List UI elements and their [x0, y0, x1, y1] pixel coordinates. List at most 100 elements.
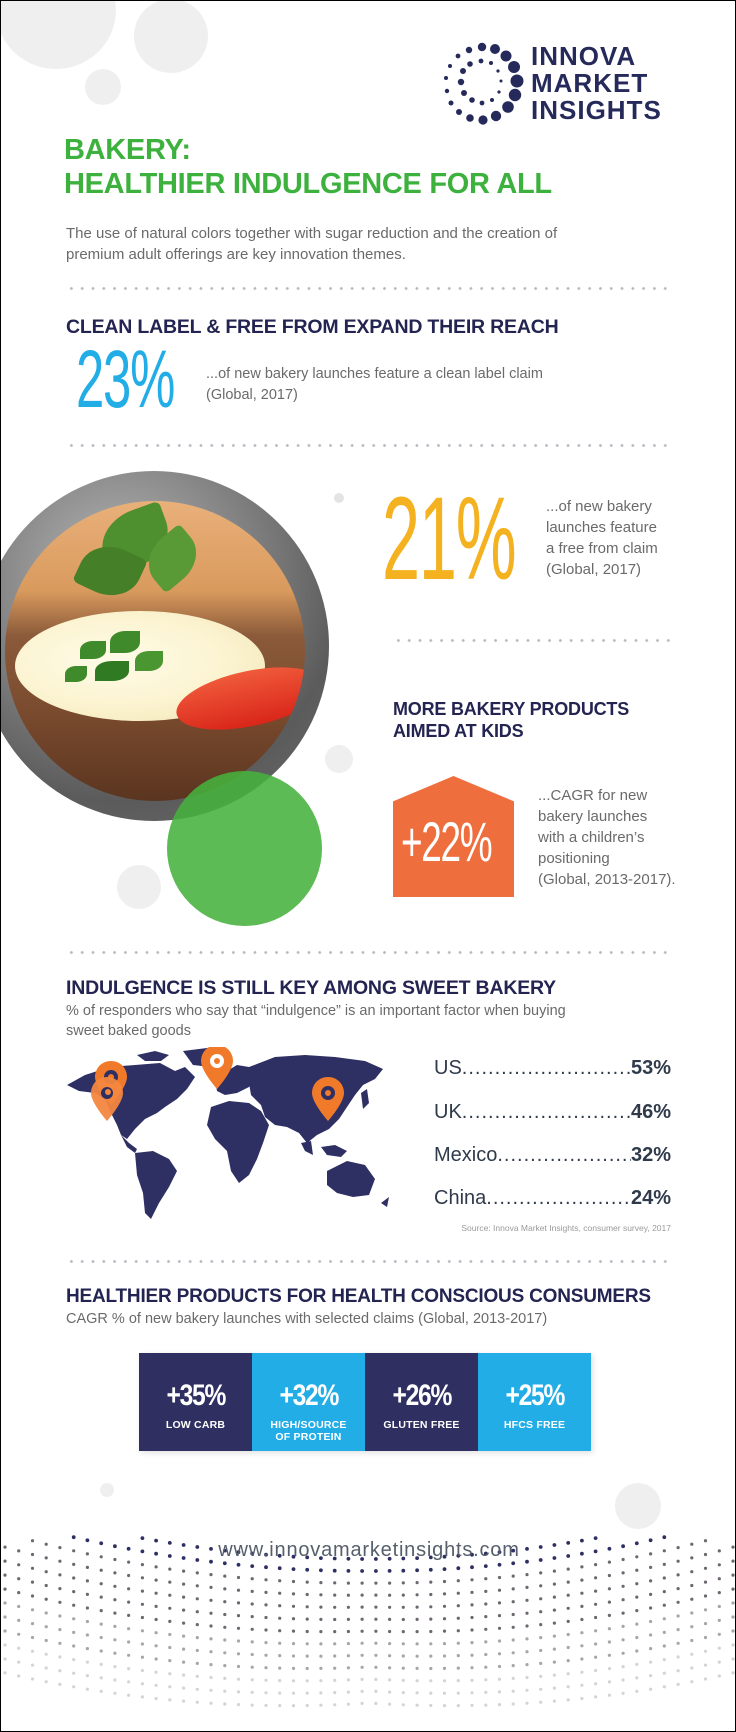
location-pin-icon: [91, 1047, 344, 1121]
title-line: HEALTHIER INDULGENCE FOR ALL: [64, 168, 552, 200]
brand-name-line: MARKET: [531, 68, 649, 98]
stat-text-line: ...of new bakery launches feature a clea…: [206, 366, 543, 382]
house-badge: [393, 776, 514, 897]
decorative-bubble: [134, 1, 208, 73]
herb: [80, 641, 106, 659]
claim-label: LOW CARB: [166, 1419, 225, 1431]
claim-value: +35%: [166, 1379, 226, 1412]
country-label: Mexico: [434, 1144, 498, 1166]
country-value: 46%: [630, 1101, 671, 1123]
claim-tile-hfcs-free: +25% HFCS FREE: [478, 1353, 591, 1451]
brand-name: INNOVA MARKET INSIGHTS: [531, 43, 662, 124]
stat-text-line: launches feature: [546, 519, 657, 536]
section-heading-indulgence: INDULGENCE IS STILL KEY AMONG SWEET BAKE…: [66, 977, 556, 999]
bread-photo: [5, 501, 305, 801]
decorative-bubble: [100, 1483, 114, 1497]
stat-text-line: (Global, 2013-2017).: [538, 871, 676, 888]
stat-text-line: positioning: [538, 850, 610, 867]
stat-value-kids: +22%: [401, 810, 493, 873]
section-heading-kids: MORE BAKERY PRODUCTS AIMED AT KIDS: [393, 698, 629, 742]
indulgence-row-uk: UK .....................................…: [434, 1101, 671, 1124]
leader-dots: ........................................…: [486, 1187, 631, 1209]
stat-text-line: ...CAGR for new: [538, 787, 648, 804]
claim-value: +32%: [279, 1379, 339, 1412]
stat-text-line: (Global, 2017): [206, 387, 298, 403]
decorative-bubble: [117, 865, 161, 909]
claim-label: GLUTEN FREE: [383, 1419, 459, 1431]
leader-dots: ........................................…: [461, 1057, 631, 1079]
section-heading-healthier: HEALTHIER PRODUCTS FOR HEALTH CONSCIOUS …: [66, 1286, 651, 1307]
decorative-dot-wave: [3, 1535, 735, 1708]
claims-tiles: +35% LOW CARB +32% HIGH/SOURCE OF PROTEIN…: [139, 1353, 591, 1451]
decorative-bubble: [1, 1, 116, 69]
stat-text-clean-label: ...of new bakery launches feature a clea…: [206, 364, 543, 406]
brand-name-line: INSIGHTS: [531, 95, 662, 125]
divider: [66, 287, 672, 290]
stat-text-line: bakery launches: [538, 808, 648, 825]
stat-text-free-from: ...of new bakery launches feature a free…: [546, 496, 658, 580]
divider: [66, 951, 672, 954]
leader-dots: ........................................…: [497, 1144, 631, 1166]
country-value: 53%: [630, 1057, 671, 1079]
decorative-bubble: [334, 493, 344, 503]
decorative-green-circle: [167, 771, 322, 926]
claim-label-line: OF PROTEIN: [275, 1431, 342, 1443]
source-note: Source: Innova Market Insights, consumer…: [461, 1223, 671, 1233]
divider: [66, 444, 672, 447]
brand-logo: [439, 39, 689, 125]
decorative-bubble: [615, 1483, 661, 1529]
heading-line: MORE BAKERY PRODUCTS: [393, 699, 630, 719]
claim-tile-low-carb: +35% LOW CARB: [139, 1353, 252, 1451]
world-map-icon: [67, 1047, 389, 1219]
heading-line: AIMED AT KIDS: [393, 721, 524, 741]
herb: [95, 661, 129, 681]
indulgence-row-china: China ..................................…: [434, 1187, 671, 1210]
herb: [65, 666, 87, 682]
footer-url[interactable]: www.innovamarketinsights.com: [218, 1539, 520, 1561]
subtitle-line: sweet baked goods: [66, 1023, 191, 1039]
decorative-bubble: [325, 745, 353, 773]
stat-text-line: with a children’s: [538, 829, 645, 846]
divider: [66, 1260, 672, 1263]
country-label: UK: [434, 1101, 462, 1123]
claim-value: +26%: [392, 1379, 452, 1412]
stat-value-clean-label: 23%: [76, 334, 175, 425]
stat-text-kids: ...CAGR for new bakery launches with a c…: [538, 785, 676, 890]
claim-label-line: LOW CARB: [165, 1419, 226, 1431]
country-value: 24%: [630, 1187, 671, 1209]
claim-label-line: HFCS FREE: [503, 1419, 566, 1431]
intro-line: The use of natural colors together with …: [66, 225, 558, 242]
claim-label-line: GLUTEN FREE: [383, 1419, 460, 1431]
indulgence-row-mexico: Mexico .................................…: [434, 1144, 671, 1167]
country-label: China: [434, 1187, 487, 1209]
claim-label: HFCS FREE: [504, 1419, 565, 1431]
dotted-ring-logo-icon: [444, 42, 524, 125]
leader-dots: ........................................…: [461, 1101, 631, 1123]
divider: [393, 639, 672, 642]
section-subtitle-indulgence: % of responders who say that “indulgence…: [66, 1001, 566, 1041]
claim-tile-gluten-free: +26% GLUTEN FREE: [365, 1353, 478, 1451]
decorative-bubble: [85, 69, 121, 105]
brand-name-line: INNOVA: [531, 41, 637, 71]
stat-text-line: ...of new bakery: [546, 498, 652, 515]
claim-label: HIGH/SOURCE OF PROTEIN: [270, 1419, 346, 1443]
claim-tile-protein: +32% HIGH/SOURCE OF PROTEIN: [252, 1353, 365, 1451]
intro-text: The use of natural colors together with …: [66, 223, 557, 265]
herb: [135, 651, 163, 671]
herb: [110, 631, 140, 653]
stat-value-free-from: 21%: [382, 473, 517, 605]
indulgence-row-us: US .....................................…: [434, 1057, 671, 1080]
section-subtitle-healthier: CAGR % of new bakery launches with selec…: [66, 1311, 548, 1327]
claim-value: +25%: [505, 1379, 565, 1412]
section-heading-clean-label: CLEAN LABEL & FREE FROM EXPAND THEIR REA…: [66, 316, 559, 338]
stat-text-line: a free from claim: [546, 540, 658, 557]
intro-line: premium adult offerings are key innovati…: [66, 246, 406, 263]
country-label: US: [434, 1057, 462, 1079]
country-value: 32%: [630, 1144, 671, 1166]
stat-text-line: (Global, 2017): [546, 561, 642, 578]
subtitle-line: % of responders who say that “indulgence…: [66, 1003, 566, 1019]
title-line: BAKERY:: [64, 134, 191, 166]
claim-label-line: HIGH/SOURCE: [270, 1419, 347, 1431]
page-title: BAKERY: HEALTHIER INDULGENCE FOR ALL: [64, 133, 552, 201]
